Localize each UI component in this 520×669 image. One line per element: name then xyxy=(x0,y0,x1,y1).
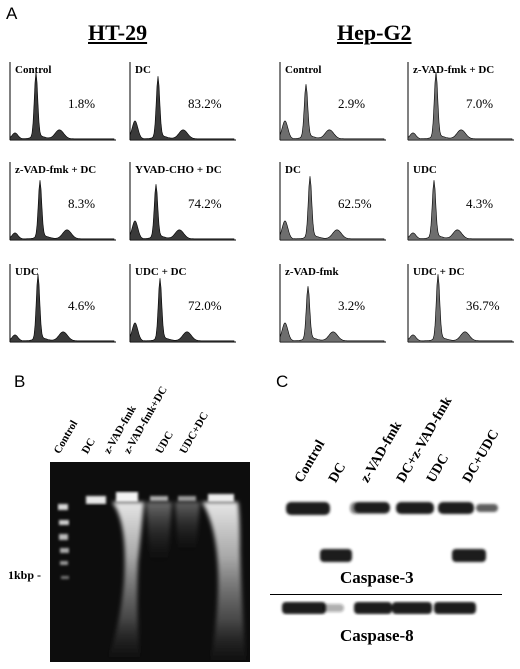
gel-lane-label: Control xyxy=(51,418,81,456)
caspase3-label: Caspase-3 xyxy=(340,568,414,587)
caspase8-blot xyxy=(278,598,508,622)
histogram-plot xyxy=(279,62,386,141)
dna-ladder-gel xyxy=(50,462,250,662)
histogram-ht29-1: Control 1.8% xyxy=(6,60,118,146)
histogram-label: z-VAD-fmk + DC xyxy=(15,164,97,176)
histogram-label: DC xyxy=(135,64,151,76)
histogram-ht29-2: DC 83.2% xyxy=(126,60,238,146)
gel-lane-label: UDC xyxy=(153,429,176,456)
histogram-label: Control xyxy=(15,64,52,76)
histogram-percent: 4.3% xyxy=(466,196,494,211)
gel-ladder-bands xyxy=(58,504,69,579)
histogram-plot xyxy=(279,162,386,241)
ladder-marker-label: 1kbp - xyxy=(8,568,42,582)
western-lane-label: Control xyxy=(292,437,329,486)
gel-lane-label: UDC+DC xyxy=(177,410,211,456)
histogram-plot xyxy=(407,264,514,343)
histogram-percent: 74.2% xyxy=(188,196,222,211)
panel-b-letter: B xyxy=(14,372,26,391)
hepg2-title: Hep-G2 xyxy=(337,20,412,45)
histogram-label: UDC xyxy=(413,164,437,176)
histogram-ht29-5: UDC 4.6% xyxy=(6,262,118,348)
histogram-plot xyxy=(407,162,514,241)
histogram-percent: 1.8% xyxy=(68,96,96,111)
histogram-label: z-VAD-fmk xyxy=(285,266,339,278)
histogram-plot xyxy=(9,162,116,241)
histogram-hepg2-5: z-VAD-fmk 3.2% xyxy=(276,262,388,348)
caspase3-bands xyxy=(286,502,498,562)
gel-smears xyxy=(108,502,246,660)
histogram-plot xyxy=(279,264,386,343)
western-lane-label: DC+UDC xyxy=(460,427,503,486)
gel-wells xyxy=(86,492,234,504)
histogram-plot xyxy=(129,162,236,241)
western-lane-label: DC xyxy=(326,460,350,486)
ht29-title: HT-29 xyxy=(88,20,148,45)
western-lane-label: UDC xyxy=(424,451,453,486)
histogram-percent: 2.9% xyxy=(338,96,366,111)
histogram-label: UDC + DC xyxy=(135,266,187,278)
histogram-ht29-4: YVAD-CHO + DC 74.2% xyxy=(126,160,238,246)
panel-c-divider xyxy=(270,594,502,595)
histogram-hepg2-6: UDC + DC 36.7% xyxy=(404,262,516,348)
histogram-percent: 3.2% xyxy=(338,298,366,313)
caspase3-blot xyxy=(278,488,508,568)
histogram-label: UDC + DC xyxy=(413,266,465,278)
histogram-label: UDC xyxy=(15,266,39,278)
histogram-plot xyxy=(129,62,236,141)
histogram-hepg2-2: z-VAD-fmk + DC 7.0% xyxy=(404,60,516,146)
gel-lane-label: DC xyxy=(79,436,98,456)
histogram-percent: 62.5% xyxy=(338,196,372,211)
histogram-percent: 83.2% xyxy=(188,96,222,111)
histogram-percent: 36.7% xyxy=(466,298,500,313)
panel-a-letter: A xyxy=(6,4,18,23)
histogram-percent: 4.6% xyxy=(68,298,96,313)
panel-c-letter: C xyxy=(276,372,289,391)
histogram-percent: 8.3% xyxy=(68,196,96,211)
histogram-plot xyxy=(9,264,116,343)
histogram-hepg2-1: Control 2.9% xyxy=(276,60,388,146)
histogram-percent: 72.0% xyxy=(188,298,222,313)
histogram-hepg2-4: UDC 4.3% xyxy=(404,160,516,246)
histogram-ht29-6: UDC + DC 72.0% xyxy=(126,262,238,348)
histogram-ht29-3: z-VAD-fmk + DC 8.3% xyxy=(6,160,118,246)
histogram-label: DC xyxy=(285,164,301,176)
histogram-label: z-VAD-fmk + DC xyxy=(413,64,495,76)
histogram-plot xyxy=(129,264,236,343)
histogram-plot xyxy=(9,62,116,141)
histogram-percent: 7.0% xyxy=(466,96,494,111)
gel-image xyxy=(50,462,250,662)
western-lane-label: DC+z-VAD-fmk xyxy=(394,394,456,486)
histogram-plot xyxy=(407,62,514,141)
histogram-label: Control xyxy=(285,64,322,76)
histogram-hepg2-3: DC 62.5% xyxy=(276,160,388,246)
caspase8-label: Caspase-8 xyxy=(340,626,414,645)
histogram-label: YVAD-CHO + DC xyxy=(135,164,222,176)
caspase8-bands xyxy=(282,602,476,614)
